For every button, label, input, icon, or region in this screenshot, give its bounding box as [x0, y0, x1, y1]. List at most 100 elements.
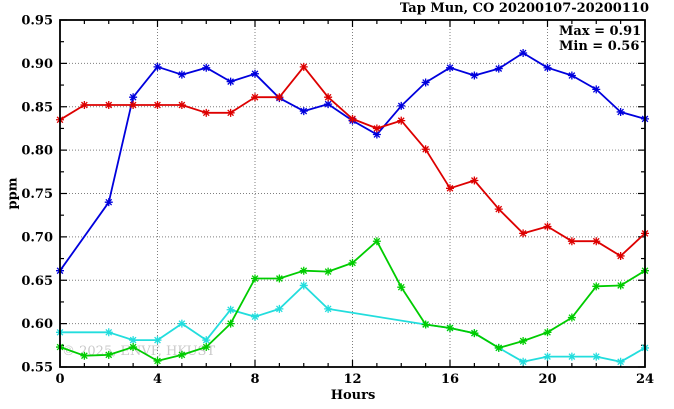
cyan-marker [226, 305, 235, 314]
green-marker [543, 328, 552, 337]
red-marker [177, 101, 186, 110]
y-tick-label: 0.75 [21, 187, 53, 202]
green-marker [104, 350, 113, 359]
red-marker [104, 101, 113, 110]
green-marker [129, 343, 138, 352]
red-marker [592, 237, 601, 246]
blue-marker [251, 69, 259, 78]
red-marker [519, 229, 528, 238]
cyan-marker [324, 304, 333, 313]
y-tick-label: 0.80 [21, 144, 53, 159]
blue-marker [616, 107, 625, 116]
green-marker [202, 343, 211, 352]
red-marker [324, 93, 333, 102]
green-marker [446, 323, 454, 332]
blue-marker [592, 85, 601, 94]
x-axis-label: Hours [330, 388, 376, 403]
red-marker [202, 108, 211, 117]
green-marker [567, 313, 576, 322]
cyan-marker [177, 319, 186, 328]
min-value-label: Min = 0.56 [559, 39, 640, 54]
x-tick-label: 4 [153, 372, 162, 387]
blue-marker [543, 63, 552, 72]
red-marker [153, 101, 162, 110]
green-marker [177, 350, 186, 359]
green-marker [324, 267, 333, 276]
blue-marker [129, 93, 138, 102]
y-tick-label: 0.85 [21, 100, 53, 115]
x-tick-label: 24 [636, 372, 654, 387]
green-marker [421, 320, 430, 329]
blue-marker [104, 198, 113, 207]
green-marker [372, 237, 381, 246]
blue-marker [177, 70, 186, 79]
blue-marker [421, 78, 430, 87]
green-marker [494, 343, 503, 352]
y-tick-label: 0.55 [21, 361, 53, 376]
stats-annotation: Max = 0.91 Min = 0.56 [559, 24, 641, 54]
y-tick-label: 0.65 [21, 274, 53, 289]
cyan-marker [519, 357, 528, 366]
green-marker [251, 274, 259, 283]
red-marker [616, 251, 625, 260]
red-marker [226, 108, 235, 117]
cyan-marker [567, 352, 576, 361]
red-marker [421, 145, 430, 154]
x-tick-label: 12 [343, 372, 361, 387]
green-marker [470, 329, 479, 338]
blue-marker [397, 101, 406, 110]
plot-border [59, 19, 646, 368]
cyan-marker [202, 336, 211, 345]
blue-marker [372, 130, 381, 139]
red-marker [494, 205, 503, 214]
red-marker [80, 101, 89, 110]
red-marker [299, 62, 308, 71]
cyan-marker [275, 304, 284, 313]
blue-marker [202, 63, 211, 72]
cyan-marker [153, 336, 162, 345]
cyan-marker [251, 312, 259, 321]
y-axis-label: ppm [5, 177, 21, 210]
red-marker [543, 222, 552, 231]
green-marker [519, 336, 528, 345]
green-marker [397, 283, 406, 292]
blue-marker [446, 63, 454, 72]
cyan-marker [616, 357, 625, 366]
blue-marker [299, 107, 308, 116]
cyan-marker [592, 352, 601, 361]
green-marker [616, 281, 625, 290]
blue-marker [519, 48, 528, 57]
max-value-label: Max = 0.91 [559, 24, 642, 39]
blue-marker [567, 71, 576, 80]
green-marker [592, 282, 601, 291]
y-tick-label: 0.95 [21, 14, 53, 29]
x-tick-label: 16 [441, 372, 459, 387]
green-marker [299, 266, 308, 275]
red-marker [470, 176, 479, 185]
y-tick-label: 0.90 [21, 57, 53, 72]
y-tick-label: 0.70 [21, 230, 53, 245]
blue-line [59, 52, 646, 272]
green-marker [275, 274, 284, 283]
x-tick-label: 8 [250, 372, 259, 387]
green-marker [153, 356, 162, 365]
red-marker [251, 93, 259, 102]
cyan-marker [299, 281, 308, 290]
red-marker [348, 114, 357, 123]
blue-marker [324, 100, 333, 109]
blue-marker [153, 62, 162, 71]
green-marker [226, 319, 235, 328]
x-tick-label: 20 [538, 372, 556, 387]
cyan-marker [543, 352, 552, 361]
cyan-marker [129, 336, 138, 345]
red-marker [446, 184, 454, 193]
green-marker [80, 351, 89, 360]
blue-marker [494, 64, 503, 73]
red-marker [397, 116, 406, 125]
blue-marker [470, 71, 479, 80]
red-marker [567, 237, 576, 246]
chart-title: Tap Mun, CO 20200107-20200110 [399, 1, 649, 16]
y-tick-label: 0.60 [21, 317, 53, 332]
